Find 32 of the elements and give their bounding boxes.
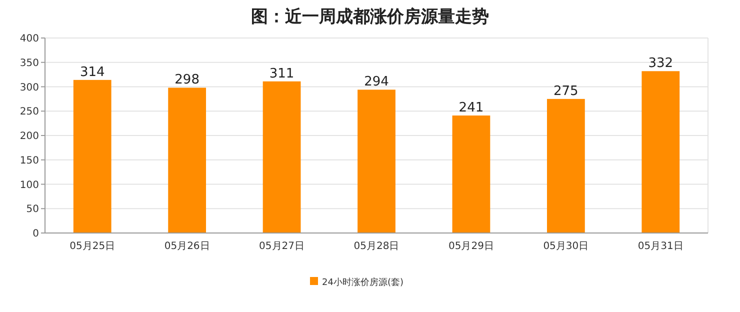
y-tick-label: 200: [20, 131, 39, 142]
bar: [642, 71, 680, 233]
data-label: 298: [174, 72, 200, 88]
bar: [358, 90, 396, 233]
chart-title: 图：近一周成都涨价房源量走势: [251, 7, 489, 27]
bar: [452, 116, 490, 233]
y-tick-label: 100: [20, 180, 39, 191]
x-tick-label: 05月29日: [448, 241, 494, 252]
y-tick-label: 400: [20, 34, 39, 44]
x-tick-label: 05月30日: [543, 241, 589, 252]
bar: [262, 81, 301, 233]
data-label: 294: [364, 74, 389, 90]
y-tick-label: 300: [20, 82, 39, 94]
y-tick-label: 150: [20, 155, 39, 166]
x-tick-label: 05月27日: [259, 241, 305, 252]
data-label: 311: [269, 66, 294, 82]
x-tick-label: 05月28日: [354, 241, 400, 252]
data-label: 332: [648, 56, 674, 72]
y-tick-label: 350: [20, 58, 39, 69]
data-label: 241: [458, 100, 484, 116]
y-tick-label: 50: [26, 204, 39, 216]
data-label: 314: [80, 64, 105, 80]
y-tick-label: 0: [32, 228, 39, 240]
x-tick-label: 05月26日: [164, 241, 210, 252]
x-tick-label: 05月25日: [70, 241, 116, 252]
data-label: 275: [554, 84, 578, 99]
bar: [546, 98, 585, 233]
legend-label: 24小时涨价房源(套): [322, 277, 404, 288]
y-tick-label: 250: [20, 106, 39, 118]
bar: [73, 80, 112, 233]
bar: [168, 88, 206, 233]
x-tick-label: 05月31日: [638, 241, 684, 252]
